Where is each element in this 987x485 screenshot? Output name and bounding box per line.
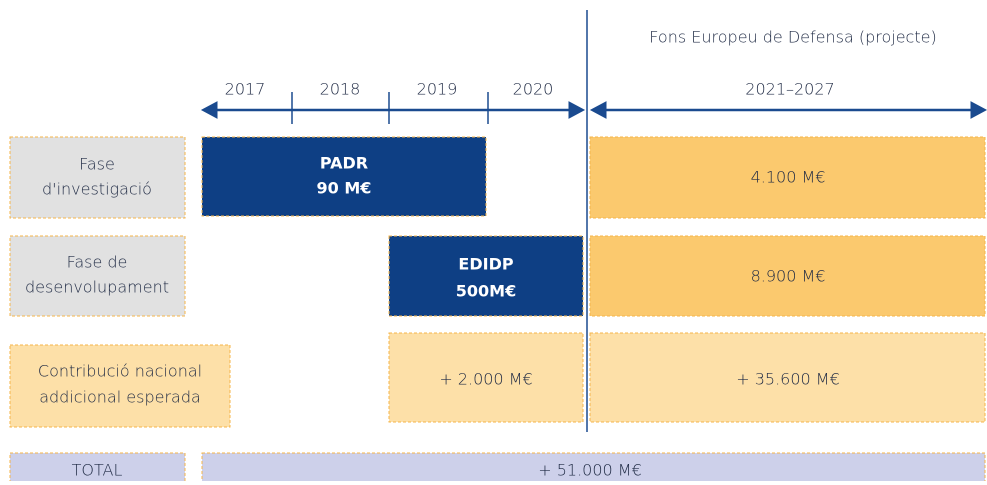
program-amount: + 2.000 M€ — [439, 370, 532, 389]
program-name: EDIDP — [458, 255, 513, 274]
row-label: Fase — [79, 155, 115, 174]
total-label: TOTAL — [72, 461, 123, 480]
year: 2017 — [225, 80, 266, 99]
program-amount: 500M€ — [456, 282, 516, 301]
fund-title: Fons Europeu de Defensa (projecte) — [649, 28, 936, 47]
future-amount: 8.900 M€ — [751, 267, 826, 286]
year: 2019 — [417, 80, 458, 99]
future-box — [589, 136, 986, 219]
program-name: PADR — [320, 154, 368, 173]
total-label-box — [9, 452, 186, 485]
row-label: Contribució nacional — [38, 362, 202, 381]
program-amount: 90 M€ — [317, 179, 372, 198]
row-label-box — [9, 235, 186, 317]
row-label: d'investigació — [42, 180, 152, 199]
year: 2018 — [320, 80, 361, 99]
future-box — [589, 332, 986, 423]
row-label: Fase de — [67, 253, 128, 272]
program-box — [201, 136, 487, 217]
row-label: addicional esperada — [39, 388, 201, 407]
row-label: desenvolupament — [25, 278, 169, 297]
row-label-box — [9, 136, 186, 219]
year-range: 2021–2027 — [745, 80, 834, 99]
year: 2020 — [513, 80, 554, 99]
row-label-box — [9, 344, 231, 428]
total-box — [201, 452, 986, 485]
program-box — [388, 332, 584, 423]
program-box — [388, 235, 584, 317]
timeline — [200, 92, 987, 124]
future-box — [589, 235, 986, 317]
future-amount: + 35.600 M€ — [736, 370, 840, 389]
future-amount: 4.100 M€ — [751, 168, 826, 187]
total-value: + 51.000 M€ — [538, 461, 642, 480]
